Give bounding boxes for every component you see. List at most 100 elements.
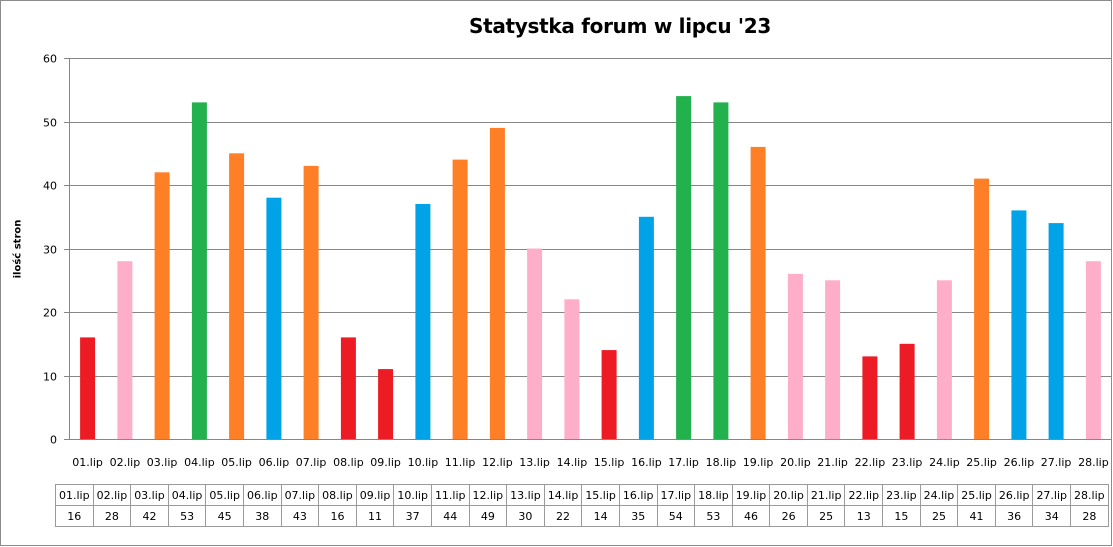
bar bbox=[787, 273, 803, 439]
x-tick-label: 13.lip bbox=[519, 456, 550, 469]
table-value-cell: 37 bbox=[393, 505, 432, 527]
table-value-cell: 35 bbox=[618, 505, 658, 527]
bar bbox=[191, 102, 207, 440]
bar bbox=[974, 178, 990, 439]
table-header-cell: 01.lip bbox=[55, 484, 94, 506]
table-header-cell: 07.lip bbox=[280, 484, 320, 506]
x-tick-label: 15.lip bbox=[594, 456, 625, 469]
x-tick-label: 11.lip bbox=[445, 456, 476, 469]
x-tick-label: 05.lip bbox=[221, 456, 252, 469]
x-tick-label: 01.lip bbox=[72, 456, 103, 469]
x-tick-label: 12.lip bbox=[482, 456, 513, 469]
table-header-cell: 28.lip bbox=[1070, 484, 1109, 506]
bar bbox=[1048, 223, 1064, 439]
x-tick-label: 08.lip bbox=[333, 456, 364, 469]
bar bbox=[303, 165, 319, 439]
table-value-cell: 41 bbox=[957, 505, 996, 527]
table-value-cell: 26 bbox=[769, 505, 808, 527]
table-header-cell: 14.lip bbox=[543, 484, 583, 506]
table-header-cell: 15.lip bbox=[581, 484, 620, 506]
bar bbox=[713, 102, 729, 440]
table-header-cell: 22.lip bbox=[844, 484, 884, 506]
chart-title: Statystka forum w lipcu '23 bbox=[468, 14, 771, 38]
table-value-cell: 43 bbox=[280, 505, 320, 527]
bar bbox=[229, 153, 245, 440]
table-header-cell: 25.lip bbox=[957, 484, 996, 506]
table-header-cell: 16.lip bbox=[618, 484, 658, 506]
axes bbox=[64, 58, 1112, 440]
table-value-cell: 38 bbox=[242, 505, 282, 527]
bar bbox=[527, 248, 543, 439]
table-value-cell: 14 bbox=[581, 505, 620, 527]
table-value-cell: 16 bbox=[318, 505, 357, 527]
bar bbox=[601, 350, 617, 439]
table-header-cell: 27.lip bbox=[1032, 484, 1072, 506]
x-tick-label: 26.lip bbox=[1004, 456, 1035, 469]
x-tick-label: 18.lip bbox=[706, 456, 737, 469]
x-tick-label: 22.lip bbox=[855, 456, 886, 469]
table-value-cell: 44 bbox=[430, 505, 470, 527]
table-value-cell: 36 bbox=[994, 505, 1034, 527]
gridlines bbox=[69, 58, 1112, 377]
table-value-cell: 15 bbox=[882, 505, 921, 527]
y-tick-label: 50 bbox=[43, 117, 57, 130]
bar bbox=[378, 369, 394, 439]
table-header-cell: 23.lip bbox=[882, 484, 921, 506]
bar bbox=[750, 146, 766, 439]
table-header-cell: 20.lip bbox=[769, 484, 808, 506]
x-tick-label: 16.lip bbox=[631, 456, 662, 469]
bar bbox=[415, 204, 431, 439]
y-tick-label: 40 bbox=[43, 180, 57, 193]
bars bbox=[80, 96, 1101, 440]
x-tick-label: 03.lip bbox=[147, 456, 178, 469]
table-header-cell: 02.lip bbox=[92, 484, 132, 506]
table-value-cell: 28 bbox=[92, 505, 132, 527]
x-tick-label: 27.lip bbox=[1041, 456, 1072, 469]
table-value-cell: 49 bbox=[468, 505, 508, 527]
bar bbox=[638, 216, 654, 440]
x-tick-label: 24.lip bbox=[929, 456, 960, 469]
bar bbox=[564, 299, 580, 439]
y-tick-label: 0 bbox=[50, 434, 57, 447]
x-tick-label: 04.lip bbox=[184, 456, 215, 469]
table-value-cell: 54 bbox=[656, 505, 696, 527]
table-value-cell: 13 bbox=[844, 505, 884, 527]
table-header-cell: 06.lip bbox=[242, 484, 282, 506]
data-table: 01.lip 02.lip 03.lip 04.lip 05.lip 06.lip 07.l… bbox=[55, 484, 1109, 527]
x-tick-label: 07.lip bbox=[296, 456, 327, 469]
x-tick-label: 21.lip bbox=[817, 456, 848, 469]
bar bbox=[862, 356, 878, 439]
table-header-cell: 19.lip bbox=[731, 484, 771, 506]
table-header-cell: 09.lip bbox=[355, 484, 395, 506]
table-header-row: 01.lip 02.lip 03.lip 04.lip 05.lip 06.lip 07.l… bbox=[55, 484, 1109, 506]
table-value-row: 16 28 42 53 45 38 43 16 11 37 44 49 30 22 14 35 54 53 46 26… bbox=[55, 505, 1109, 527]
y-tick-label: 20 bbox=[43, 307, 57, 320]
x-tick-label: 25.lip bbox=[966, 456, 997, 469]
table-value-cell: 53 bbox=[167, 505, 207, 527]
table-value-cell: 25 bbox=[806, 505, 846, 527]
table-header-cell: 12.lip bbox=[468, 484, 508, 506]
x-tick-label: 09.lip bbox=[370, 456, 401, 469]
table-header-cell: 26.lip bbox=[994, 484, 1034, 506]
x-tick-label: 02.lip bbox=[110, 456, 141, 469]
tick-labels: 0 10 20 30 40 50 60 01.lip 02.lip 03.lip 04.lip 05.… bbox=[43, 53, 1109, 470]
bar bbox=[154, 172, 170, 440]
table-header-cell: 05.lip bbox=[205, 484, 244, 506]
bar bbox=[936, 280, 952, 440]
table-value-cell: 22 bbox=[543, 505, 583, 527]
bar bbox=[489, 127, 505, 440]
table-value-cell: 28 bbox=[1070, 505, 1109, 527]
bar bbox=[1085, 261, 1101, 439]
x-tick-label: 10.lip bbox=[408, 456, 439, 469]
bar bbox=[825, 280, 841, 440]
x-tick-label: 19.lip bbox=[743, 456, 774, 469]
table-value-cell: 34 bbox=[1032, 505, 1072, 527]
bar bbox=[899, 343, 915, 440]
x-tick-label: 06.lip bbox=[259, 456, 290, 469]
y-tick-label: 30 bbox=[43, 244, 57, 257]
x-tick-label: 23.lip bbox=[892, 456, 923, 469]
table-header-cell: 08.lip bbox=[318, 484, 357, 506]
table-value-cell: 46 bbox=[731, 505, 771, 527]
